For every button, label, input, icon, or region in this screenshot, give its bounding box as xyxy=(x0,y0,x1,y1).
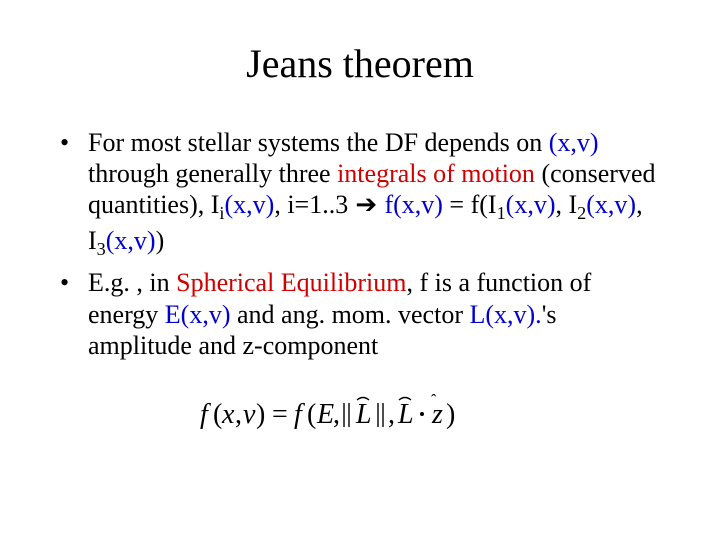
bullet-2: E.g. , in Spherical Equilibrium, f is a … xyxy=(60,267,660,361)
b1-s1: 1 xyxy=(497,204,506,224)
b2-lxv: L(x,v). xyxy=(469,300,541,329)
b1-mid1: through generally three xyxy=(88,159,337,188)
svg-text:,: , xyxy=(388,399,395,430)
slide-title: Jeans theorem xyxy=(60,40,660,87)
b1-xv5: (x,v) xyxy=(106,226,156,255)
svg-text:,: , xyxy=(235,399,242,430)
b1-close: ) xyxy=(156,226,165,255)
equation-container: f ( x , v ) = f ( E , L , L xyxy=(60,389,660,444)
b1-xv2: (x,v) xyxy=(224,190,274,219)
svg-text:=: = xyxy=(272,399,288,430)
b2-pre: E.g. , in xyxy=(88,268,176,297)
bullet-1: For most stellar systems the DF depends … xyxy=(60,127,660,261)
svg-text:L: L xyxy=(397,399,414,430)
b1-integrals: integrals of motion xyxy=(337,159,535,188)
b1-pre: For most stellar systems the DF depends … xyxy=(88,128,549,157)
svg-text:ˆ: ˆ xyxy=(431,392,437,409)
b2-mid2: and ang. mom. vector xyxy=(230,300,469,329)
svg-text:(: ( xyxy=(213,399,222,430)
svg-text:x: x xyxy=(221,399,235,430)
svg-text:L: L xyxy=(355,399,372,430)
b1-s3: 3 xyxy=(97,240,106,260)
svg-text:v: v xyxy=(243,399,256,430)
svg-text:,: , xyxy=(333,399,340,430)
svg-text:(: ( xyxy=(307,399,316,430)
b1-c1: , I xyxy=(555,190,577,219)
equation-svg: f ( x , v ) = f ( E , L , L xyxy=(200,389,520,439)
b1-xv1: (x,v) xyxy=(549,128,599,157)
slide: Jeans theorem For most stellar systems t… xyxy=(0,0,720,540)
svg-text:): ) xyxy=(256,399,265,430)
b2-sph: Spherical Equilibrium xyxy=(176,268,406,297)
bullet-list: For most stellar systems the DF depends … xyxy=(60,127,660,361)
svg-text:f: f xyxy=(294,399,305,430)
b1-xv4: (x,v) xyxy=(586,190,636,219)
svg-text:f: f xyxy=(200,399,211,430)
b1-s2: 2 xyxy=(577,204,586,224)
b2-exv: E(x,v) xyxy=(165,300,231,329)
b1-xv3: (x,v) xyxy=(506,190,556,219)
b1-fxv: f(x,v) xyxy=(384,190,442,219)
b1-range: , i=1..3 xyxy=(274,190,348,219)
svg-text:): ) xyxy=(446,399,455,430)
arrow-icon: ➔ xyxy=(348,189,384,219)
svg-text:E: E xyxy=(316,399,334,430)
b1-eq: = f(I xyxy=(443,190,497,219)
